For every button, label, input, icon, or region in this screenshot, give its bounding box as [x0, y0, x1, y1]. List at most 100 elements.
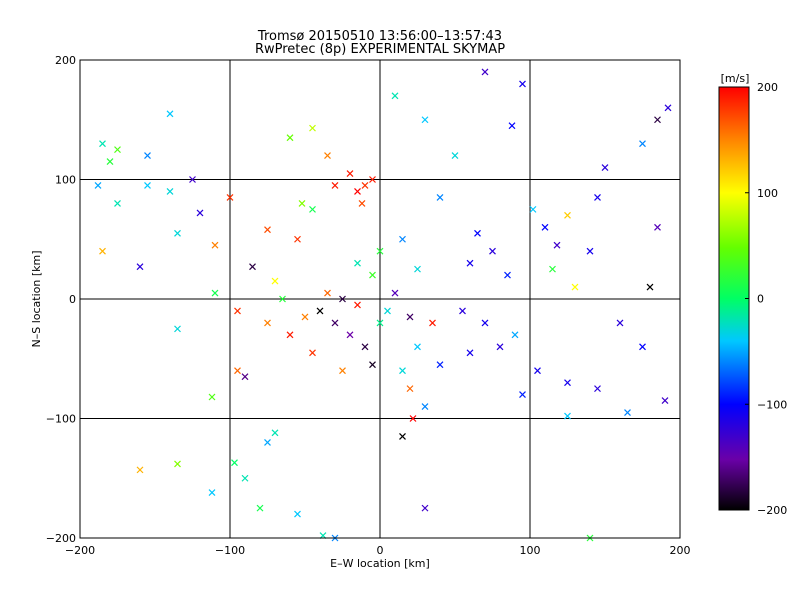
data-point-x	[391, 289, 399, 297]
data-point-x	[286, 331, 294, 339]
data-point-x	[594, 194, 601, 201]
x-axis-label: E–W location [km]	[330, 557, 430, 570]
data-point-x	[189, 176, 196, 183]
data-point-x	[489, 247, 496, 255]
colorbar-unit-label: [m/s]	[721, 72, 750, 85]
data-point-x	[384, 307, 391, 315]
colorbar-tick-label: 100	[757, 187, 778, 200]
data-point-x	[409, 415, 417, 422]
data-point-x	[466, 349, 474, 357]
data-point-x	[406, 385, 414, 393]
data-point-x	[144, 182, 151, 189]
data-point-x	[646, 283, 654, 291]
data-point-x	[624, 409, 631, 416]
data-point-x	[324, 152, 331, 160]
data-point-x	[94, 182, 102, 189]
data-point-x	[226, 194, 234, 201]
axis-ticks: −200 −100 0 100 200 −200 −100 0 100 200	[46, 54, 691, 557]
data-point-x	[301, 313, 309, 321]
data-point-x	[553, 241, 561, 249]
data-point-x	[208, 489, 216, 497]
data-point-x	[241, 373, 249, 381]
data-point-x	[436, 361, 444, 369]
data-point-x	[294, 235, 301, 243]
data-point-x	[256, 504, 264, 512]
data-point-x	[601, 164, 609, 171]
data-point-x	[264, 319, 271, 327]
colorbar-ticks: 200 100 0 −100 −200	[745, 81, 787, 517]
data-point-x	[294, 510, 301, 518]
colorbar-tick-label: −200	[757, 504, 787, 517]
data-point-x	[211, 289, 219, 297]
data-point-x	[114, 199, 121, 207]
data-point-x	[309, 205, 316, 213]
data-point-x	[316, 307, 324, 315]
data-point-x	[481, 319, 489, 327]
data-point-x	[166, 110, 174, 118]
data-point-x	[504, 271, 511, 279]
data-point-x	[354, 188, 361, 195]
data-point-x	[249, 263, 256, 271]
data-point-x	[331, 182, 339, 189]
data-point-x	[231, 459, 238, 467]
data-point-x	[496, 343, 504, 351]
data-point-x	[414, 265, 421, 273]
y-tick-label: 0	[69, 293, 76, 306]
data-point-x	[661, 397, 669, 404]
data-point-x	[354, 259, 361, 267]
data-point-x	[519, 391, 526, 399]
data-point-x	[264, 226, 271, 234]
data-point-x	[174, 325, 181, 333]
data-point-x	[136, 466, 144, 474]
data-point-x	[519, 80, 526, 88]
data-point-x	[616, 319, 624, 327]
data-point-x	[346, 170, 354, 177]
data-point-x	[361, 343, 369, 351]
x-tick-label: 200	[670, 544, 691, 557]
data-point-x	[654, 116, 661, 124]
data-point-x	[451, 152, 459, 160]
data-point-x	[429, 319, 436, 327]
data-point-x	[339, 367, 346, 375]
data-point-x	[421, 403, 429, 410]
data-point-x	[211, 241, 219, 249]
data-point-x	[664, 104, 672, 112]
data-point-x	[196, 209, 204, 217]
data-point-x	[144, 152, 151, 160]
data-point-x	[106, 158, 114, 165]
x-tick-label: −200	[65, 544, 95, 557]
data-point-x	[208, 393, 216, 401]
y-tick-label: 100	[55, 174, 76, 187]
data-point-x	[586, 247, 594, 255]
data-point-x	[136, 263, 144, 271]
data-point-x	[361, 182, 369, 189]
colorbar-tick-label: −100	[757, 398, 787, 411]
data-point-x	[174, 229, 181, 237]
data-point-x	[549, 265, 556, 273]
x-tick-label: 100	[520, 544, 541, 557]
data-point-x	[639, 140, 646, 148]
data-point-x	[564, 379, 571, 387]
data-point-x	[358, 199, 366, 207]
data-point-x	[309, 124, 316, 132]
data-point-x	[421, 116, 429, 124]
data-point-x	[264, 438, 271, 446]
data-point-x	[354, 301, 361, 309]
x-tick-label: −100	[215, 544, 245, 557]
data-point-x	[534, 367, 541, 375]
data-point-x	[511, 331, 519, 339]
y-axis-label: N–S location [km]	[30, 250, 43, 347]
data-point-x	[324, 289, 331, 297]
data-point-x	[481, 68, 489, 76]
scatter-points	[94, 68, 672, 542]
data-point-x	[99, 247, 106, 255]
data-point-x	[639, 343, 646, 351]
y-tick-label: −100	[46, 413, 76, 426]
data-point-x	[399, 367, 406, 375]
data-point-x	[508, 122, 516, 130]
colorbar-tick-label: 0	[757, 293, 764, 306]
data-point-x	[369, 176, 376, 183]
data-point-x	[421, 504, 429, 512]
data-point-x	[414, 343, 421, 351]
